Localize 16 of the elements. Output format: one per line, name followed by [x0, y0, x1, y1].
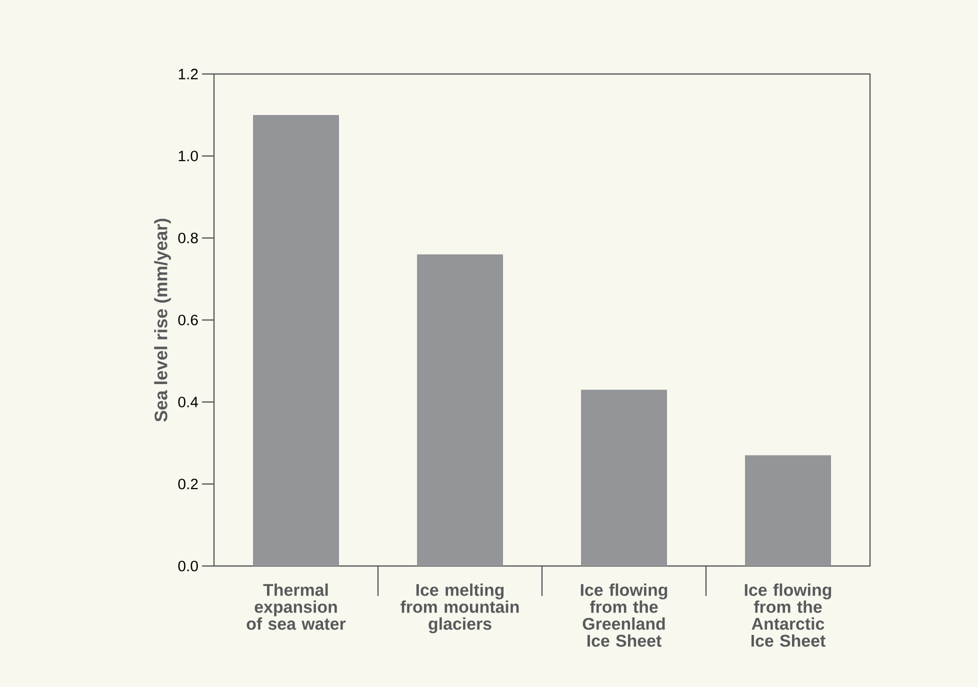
bar: [417, 254, 504, 566]
bar: [745, 455, 832, 566]
y-tick-label: 0.8: [178, 232, 198, 244]
x-tick-label: Ice melting from mountain glaciers: [400, 584, 519, 634]
y-axis-title: Sea level rise (mm/year): [154, 218, 171, 422]
x-tick-label: Ice flowing from the Greenland Ice Sheet: [580, 584, 668, 647]
x-tick-label: Ice flowing from the Antarctic Ice Sheet: [744, 584, 832, 647]
bar: [253, 114, 340, 566]
y-tick-label: 0.6: [178, 314, 198, 326]
y-tick-label: 1.0: [178, 150, 198, 162]
y-tick-label: 0.4: [178, 396, 198, 408]
bar: [581, 390, 668, 566]
x-tick-label: Thermal expansion of sea water: [246, 584, 346, 630]
y-tick-label: 1.2: [178, 68, 198, 80]
y-tick-label: 0.0: [178, 560, 198, 572]
y-tick-label: 0.2: [178, 478, 198, 490]
